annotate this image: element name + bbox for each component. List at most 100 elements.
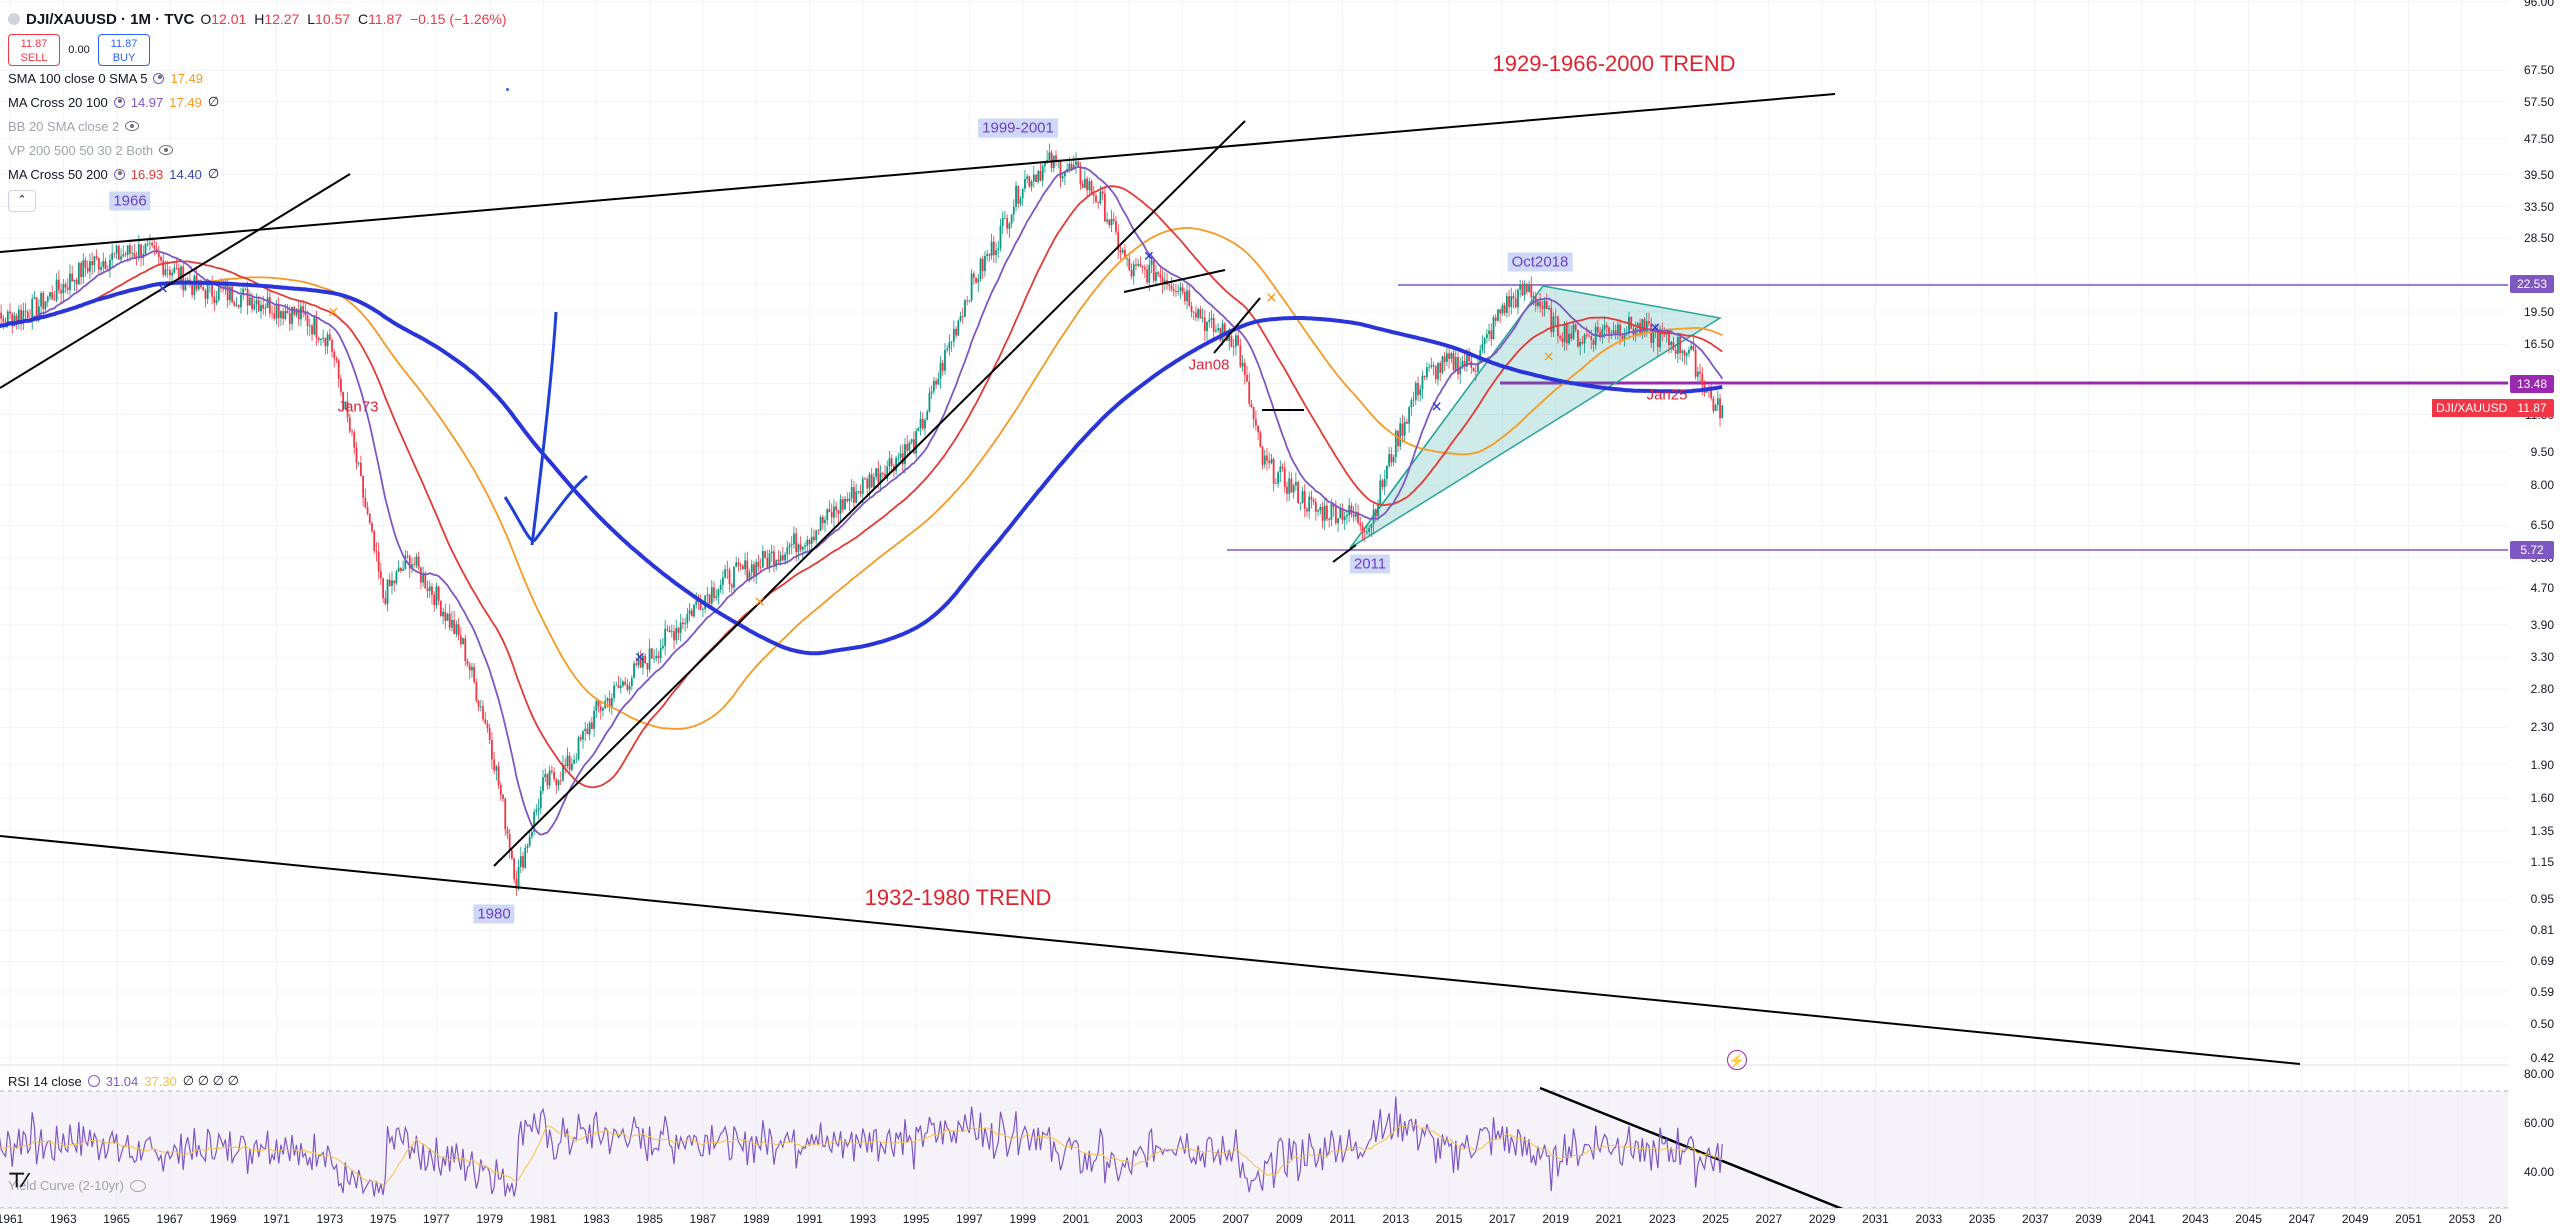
trend-label-top[interactable]: 1929-1966-2000 TREND [1492,51,1736,76]
price-axis[interactable]: 96.0067.5057.5047.5039.5033.5028.5022.50… [2508,0,2560,1228]
candle [1263,455,1266,465]
candle [990,241,993,256]
candle [777,559,780,562]
candle [568,755,571,770]
settings-icon[interactable] [153,72,165,84]
candle [393,580,396,584]
yield-curve-name[interactable]: Yield Curve (2-10yr) [8,1178,124,1193]
hand-drawn-arrow[interactable] [503,311,588,546]
indicator-value: 17.49 [170,70,204,86]
candle [728,569,731,585]
candle [1370,523,1373,528]
settings-icon[interactable] [113,96,125,108]
price-badge[interactable]: 22.53 [2510,274,2554,293]
label-jan25[interactable]: Jan25 [1646,386,1688,404]
time-axis[interactable]: 1961 1963 1965 1967 1969 1971 1973 1975 1977 1979… [0,1208,2508,1229]
candle [781,555,784,561]
candle [1257,425,1260,433]
trendline-top[interactable] [0,93,1836,253]
rsi-line [0,1096,1723,1197]
sell-button[interactable]: 11.87 SELL [8,34,60,66]
symbol-title[interactable]: DJI/XAUUSD · 1M · TVC [26,10,195,28]
indicator-row[interactable]: MA Cross 20 100 14.97 17.49 ∅ [8,90,511,114]
candle [1490,330,1493,339]
candle [1610,333,1613,335]
label-1980[interactable]: 1980 [473,904,515,924]
candle [1659,328,1661,348]
trendline-2003[interactable] [1123,269,1226,293]
chevron-up-icon[interactable]: ⌃ [8,190,36,212]
label-jan73[interactable]: Jan73 [337,398,379,416]
price-badge[interactable]: 5.72 [2510,541,2554,560]
candle [1437,363,1439,380]
candle [806,539,809,546]
trendline-bottom[interactable] [0,835,2301,1065]
candle [759,566,762,568]
candle [1716,398,1719,406]
trendline-1980-2000[interactable] [493,120,1246,867]
candle [662,645,664,649]
trendline-2007[interactable] [1213,297,1261,354]
lightning-icon[interactable]: ⚡ [1727,1050,1747,1070]
candle [1552,316,1555,333]
rsi-name[interactable]: RSI 14 close [8,1073,82,1089]
candle [315,317,318,338]
candle [895,458,898,472]
candle [153,245,156,249]
indicator-row[interactable]: SMA 100 close 0 SMA 5 17.49 [8,66,511,90]
candle [1055,155,1057,162]
candle [40,292,42,307]
price-tick: 3.90 [2530,617,2554,632]
indicator-row[interactable]: VP 200 500 50 30 2 Both [8,138,511,162]
candle [666,628,669,630]
candle [557,780,560,786]
buy-button[interactable]: 11.87 BUY [98,34,150,66]
label-oct2018[interactable]: Oct2018 [1507,252,1573,272]
trendline-1960s[interactable] [0,173,351,389]
candle [1441,356,1444,373]
label-2011[interactable]: 2011 [1349,554,1391,574]
candle [801,546,804,550]
candle [1035,174,1037,183]
label-1999-2001[interactable]: 1999-2001 [978,118,1058,138]
candle [1643,319,1646,332]
time-tick: 2003 [1115,1212,1143,1226]
rsi-settings-icon[interactable] [87,1075,100,1087]
candle [1099,191,1102,203]
candle [1203,317,1206,332]
triangle-pattern[interactable] [1349,285,1723,549]
candle [415,556,418,566]
cross-marker: ✕ [157,281,169,297]
label-jan08[interactable]: Jan08 [1188,356,1230,374]
trendline-2011[interactable] [1332,544,1357,563]
eye-icon[interactable] [129,1179,146,1192]
candle [932,380,935,392]
candle [126,245,129,256]
candle [1012,206,1015,215]
candle [51,292,54,300]
candle [1521,284,1524,296]
candle [1656,331,1659,348]
settings-icon[interactable] [113,168,125,180]
candle [999,225,1002,249]
candle [524,847,527,868]
candle [1286,486,1288,494]
candle [542,777,544,792]
indicator-row[interactable]: MA Cross 50 200 16.93 14.40 ∅ [8,162,511,186]
candle [1139,263,1142,266]
candle [1394,430,1397,458]
time-tick: 1967 [156,1212,184,1226]
candle [1048,152,1051,160]
trend-label-bottom[interactable]: 1932-1980 TREND [864,885,1052,910]
indicator-row[interactable]: BB 20 SMA close 2 [8,114,511,138]
candle [328,334,331,340]
candle [402,568,404,571]
candle [1537,301,1539,306]
eye-hidden-icon[interactable] [159,145,174,155]
candle [793,533,795,545]
candle [1206,321,1208,332]
label-1966[interactable]: 1966 [109,191,151,211]
eye-hidden-icon[interactable] [125,121,140,131]
price-badge[interactable]: 13.48 [2510,374,2554,393]
